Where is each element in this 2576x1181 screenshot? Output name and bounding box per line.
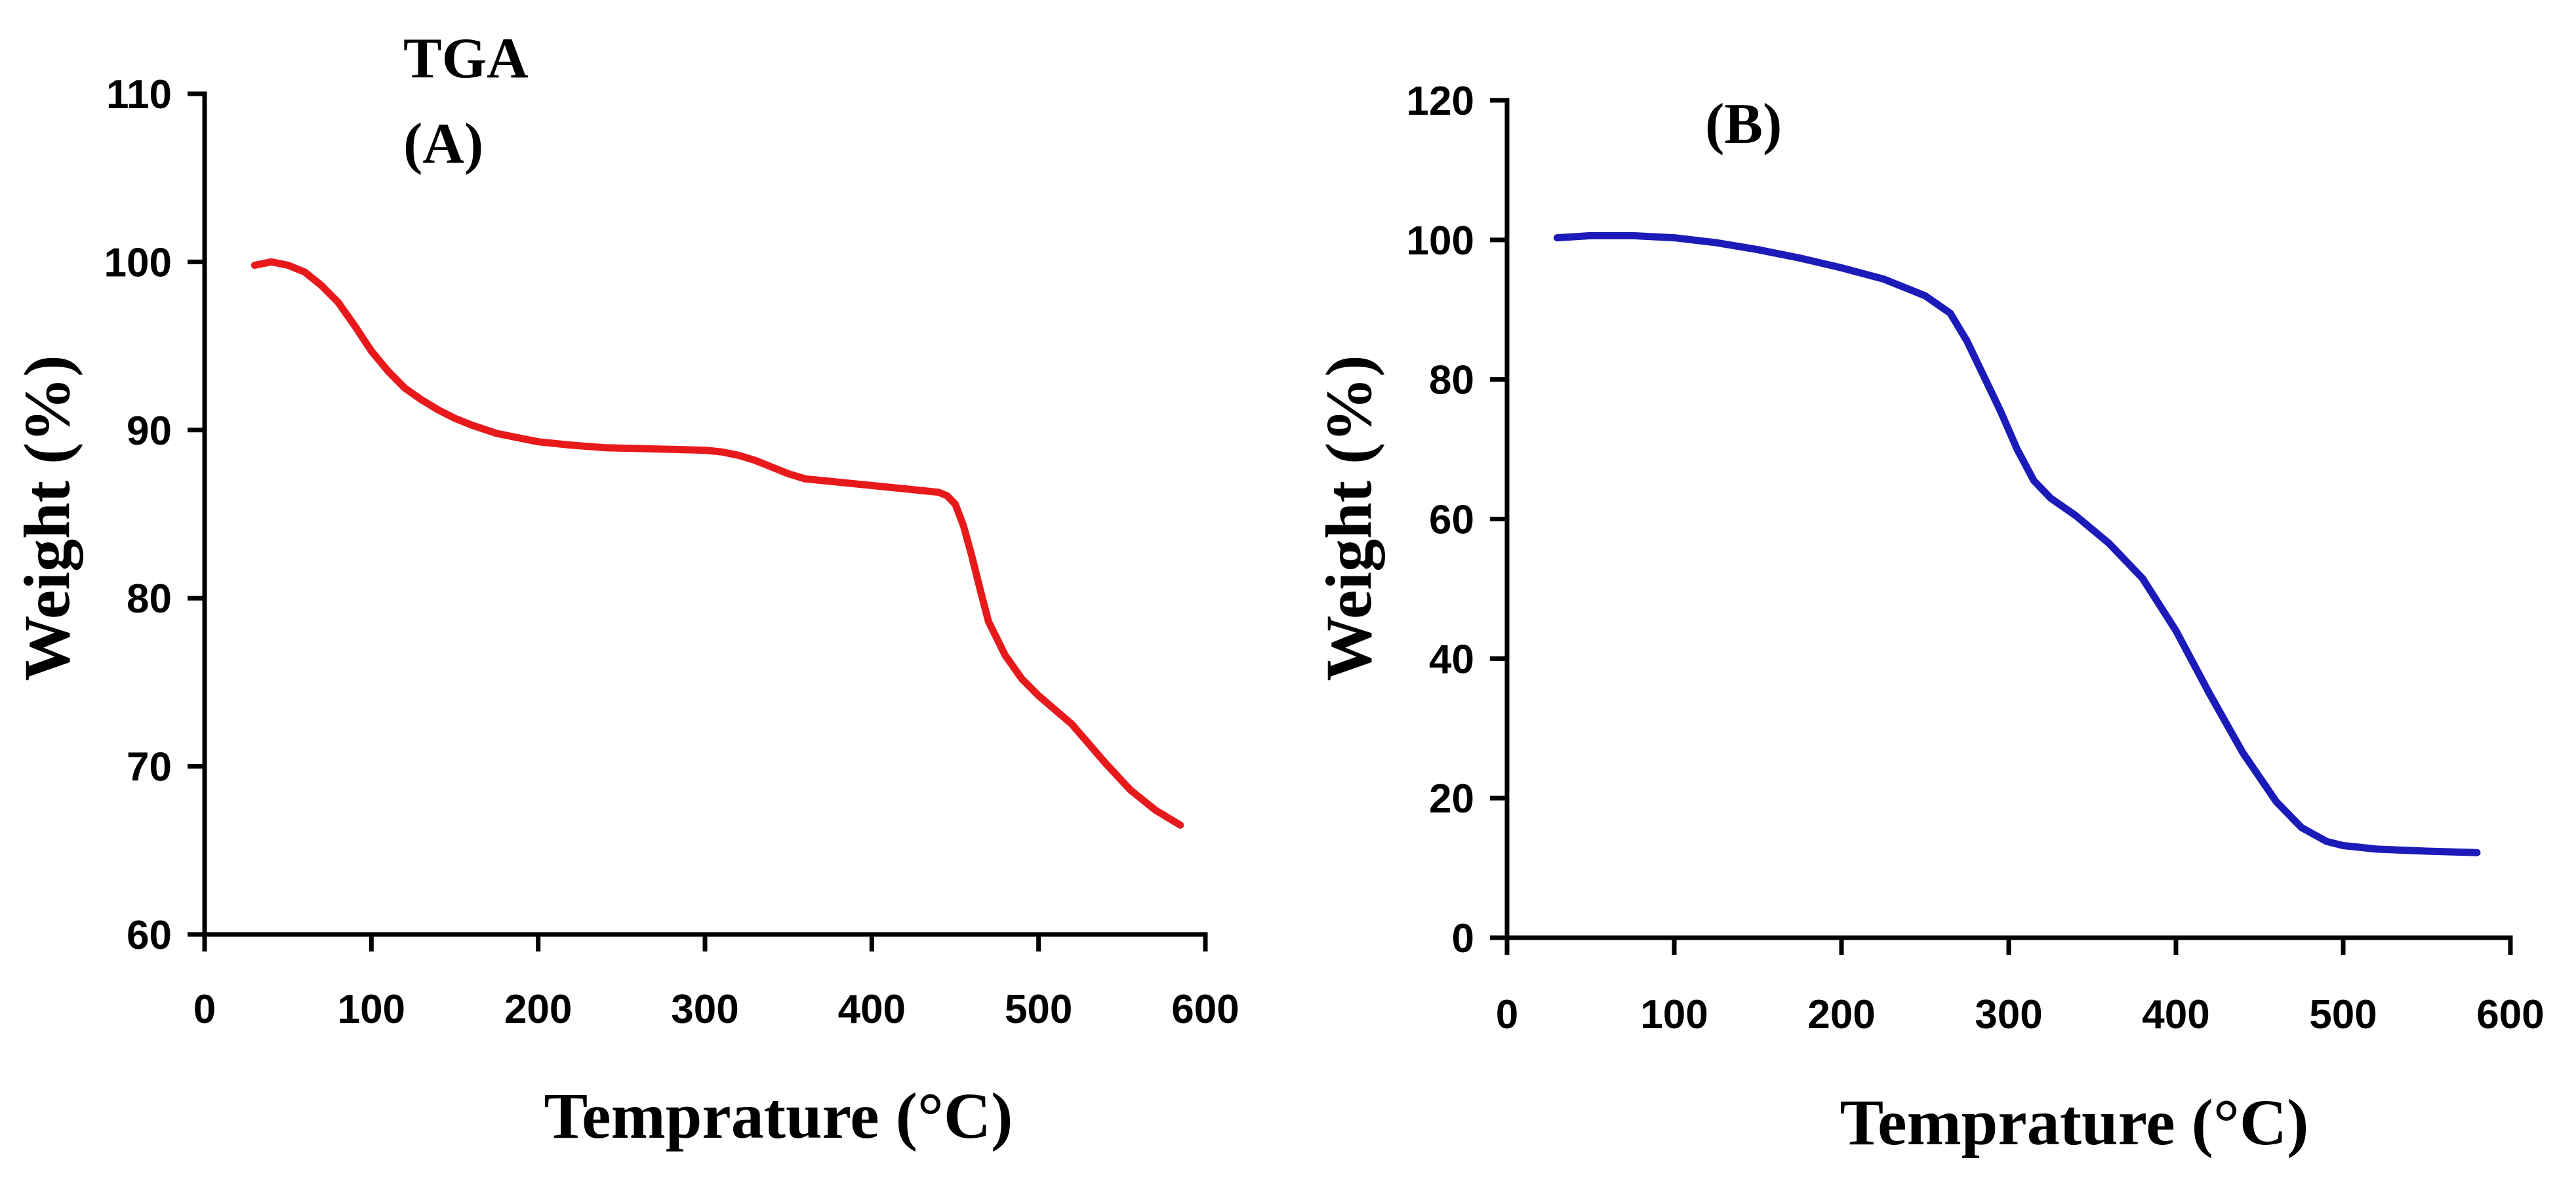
- x-axis-title: Temprature (°C): [1840, 1086, 2309, 1159]
- series-line-0: [251, 258, 1184, 829]
- x-tick-label: 300: [671, 987, 738, 1032]
- y-axis-title: Weight (%): [10, 355, 83, 681]
- x-tick-label: 600: [1171, 987, 1239, 1032]
- chart-panel-a: 60 70 80 90 100 110 0 100 200 300 400 500 600 Temprat…: [10, 27, 1239, 1152]
- x-tick-label: 500: [2309, 992, 2377, 1037]
- x-tick-label: 300: [1975, 992, 2042, 1037]
- y-tick-label: 110: [106, 72, 172, 117]
- x-tick-label: 200: [504, 987, 572, 1032]
- y-tick-label: 80: [127, 576, 172, 622]
- y-tick-label: 80: [1429, 358, 1474, 403]
- y-tick-label: 60: [1429, 498, 1474, 543]
- x-tick-label: 0: [1496, 992, 1518, 1037]
- x-axis-title: Temprature (°C): [544, 1079, 1013, 1152]
- x-tick-label: 100: [338, 987, 405, 1032]
- x-tick-label: 600: [2476, 992, 2544, 1037]
- x-tick-label: 100: [1640, 992, 1708, 1037]
- y-tick-label: 0: [1452, 916, 1474, 961]
- panel-label: (A): [403, 112, 483, 176]
- y-tick-label: 100: [104, 240, 172, 285]
- y-tick-label: 40: [1429, 637, 1474, 682]
- chart-title: TGA: [403, 27, 529, 90]
- panel-label: (B): [1705, 92, 1782, 156]
- y-tick-label: 20: [1429, 776, 1474, 822]
- y-tick-label: 100: [1407, 218, 1474, 264]
- x-tick-label: 400: [838, 987, 906, 1032]
- y-tick-label: 70: [127, 745, 172, 790]
- x-tick-label: 400: [2142, 992, 2209, 1037]
- y-tick-label: 90: [127, 409, 172, 454]
- y-axis-title: Weight (%): [1312, 355, 1385, 681]
- chart-panel-b: 0 20 40 60 80 100 120 0 100 200 300 400 500 600 Tempra…: [1312, 79, 2545, 1159]
- series-line-0: [1554, 231, 2481, 856]
- x-tick-label: 200: [1807, 992, 1875, 1037]
- x-tick-label: 500: [1005, 987, 1072, 1032]
- x-tick-label: 0: [193, 987, 216, 1032]
- y-tick-label: 120: [1407, 79, 1474, 124]
- y-tick-label: 60: [127, 913, 172, 958]
